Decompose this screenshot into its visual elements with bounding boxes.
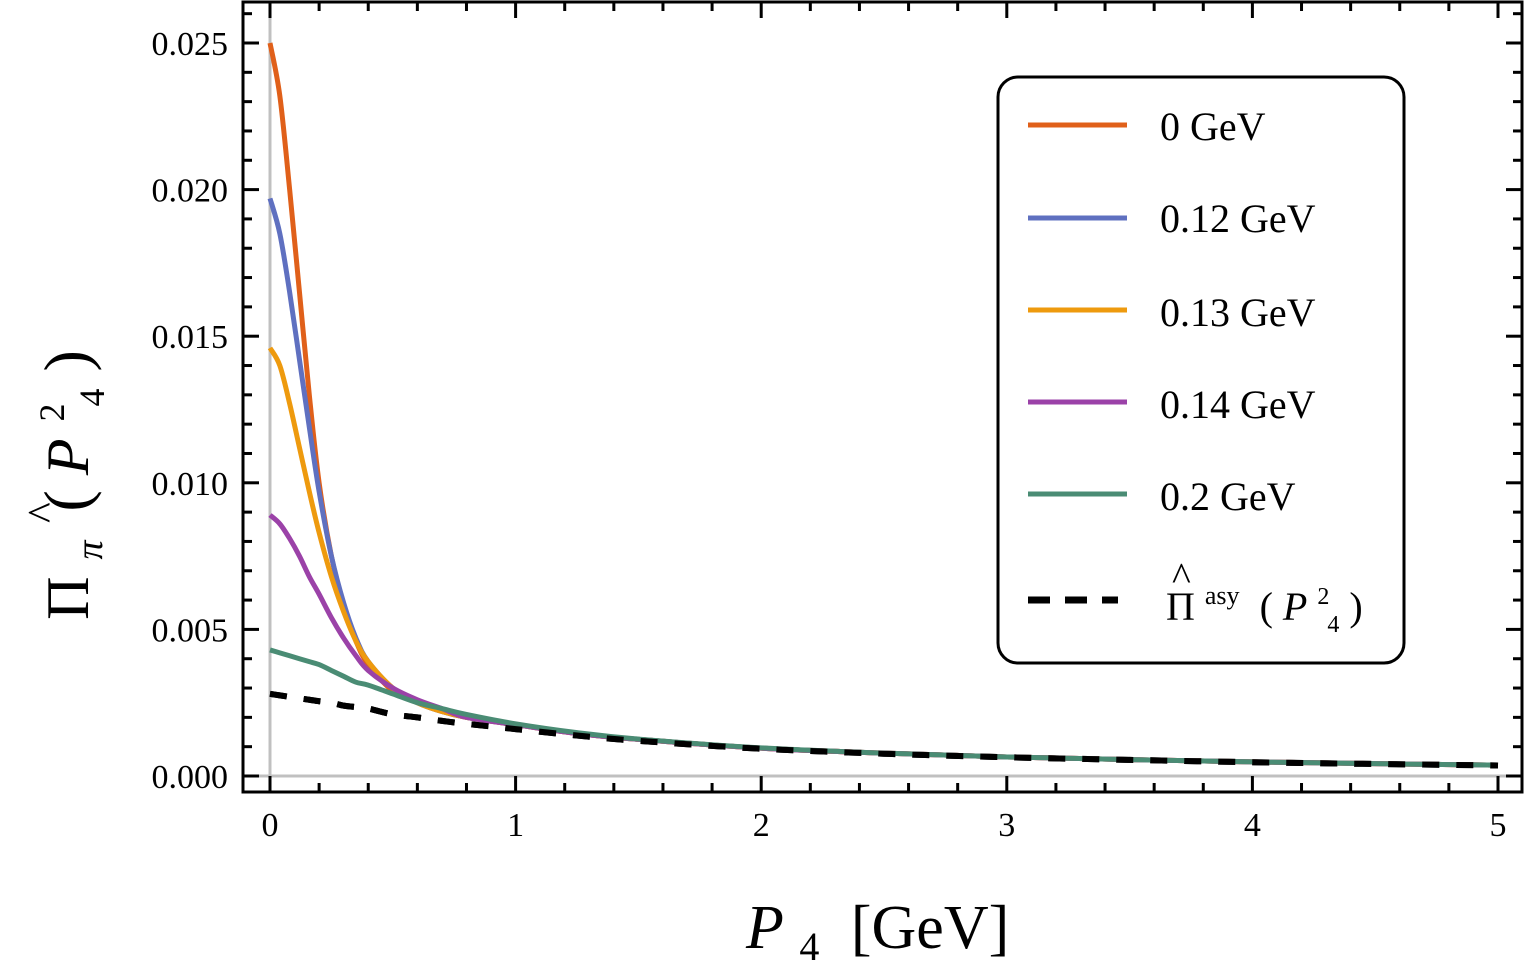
y-title-arg-sub: 4 bbox=[72, 388, 112, 406]
axis-ticks bbox=[243, 2, 1522, 792]
y-title-main: Π bbox=[35, 576, 101, 619]
x-axis-title: P 4 [GeV] bbox=[745, 894, 1009, 963]
legend-label: 0.13 GeV bbox=[1160, 290, 1316, 335]
legend-label: 0.12 GeV bbox=[1160, 196, 1316, 241]
y-title-hat: ^ bbox=[19, 502, 68, 523]
y-title-arg-main: P bbox=[35, 438, 101, 476]
x-title-unit: [GeV] bbox=[851, 894, 1009, 962]
legend-label-asymptotic: Π asy ( P 2 4 ) bbox=[1166, 568, 1363, 641]
x-tick-labels: 0 1 2 3 4 5 bbox=[262, 807, 1507, 844]
legend: 0 GeV 0.12 GeV 0.13 GeV 0.14 GeV 0.2 GeV… bbox=[996, 75, 1406, 665]
legend-label: 0.2 GeV bbox=[1160, 474, 1296, 519]
x-tick-label: 3 bbox=[998, 807, 1015, 844]
x-tick-label: 0 bbox=[262, 807, 279, 844]
series-lines bbox=[267, 42, 1499, 769]
legend-asy-paren-open: ( bbox=[1260, 584, 1273, 629]
x-tick-label: 5 bbox=[1490, 807, 1507, 844]
y-tick-label: 0.015 bbox=[152, 319, 229, 356]
y-axis-title: Π π ( P 2 4 ) ^ bbox=[11, 350, 117, 620]
y-tick-label: 0.025 bbox=[152, 26, 229, 63]
legend-label: 0.14 GeV bbox=[1160, 382, 1316, 427]
plot-frame bbox=[241, 0, 1524, 794]
y-tick-label: 0.000 bbox=[152, 759, 229, 796]
y-tick-label: 0.005 bbox=[152, 612, 229, 649]
y-tick-label: 0.020 bbox=[152, 173, 229, 210]
legend-asy-paren-close: ) bbox=[1349, 584, 1362, 629]
x-title-sub: 4 bbox=[799, 924, 819, 963]
x-tick-label: 4 bbox=[1244, 807, 1261, 844]
legend-asy-main: Π bbox=[1166, 584, 1195, 629]
y-title-arg-sup: 2 bbox=[32, 403, 72, 421]
legend-asy-arg-sub: 4 bbox=[1327, 612, 1339, 638]
x-tick-label: 2 bbox=[753, 807, 770, 844]
series-line bbox=[269, 647, 1499, 768]
legend-asy-sup: asy bbox=[1205, 581, 1240, 610]
y-title-paren-close: ) bbox=[31, 350, 102, 371]
legend-asy-arg-sup: 2 bbox=[1317, 584, 1329, 610]
y-tick-label: 0.010 bbox=[152, 466, 229, 503]
y-title-paren-open: ( bbox=[31, 490, 102, 511]
legend-label: 0 GeV bbox=[1160, 104, 1266, 149]
y-tick-labels: 0.000 0.005 0.010 0.015 0.020 0.025 bbox=[152, 26, 229, 796]
legend-asy-arg-main: P bbox=[1282, 584, 1307, 629]
y-title-sub: π bbox=[69, 539, 111, 559]
series-line-asymptotic-overlay bbox=[269, 690, 1499, 769]
legend-box bbox=[996, 75, 1406, 665]
legend-asy-hat: ^ bbox=[1172, 554, 1191, 599]
svg-text:Π π ( P: Π π ( P 2 4 ) bbox=[11, 350, 117, 620]
x-title-main: P bbox=[745, 894, 784, 962]
x-tick-label: 1 bbox=[507, 807, 524, 844]
